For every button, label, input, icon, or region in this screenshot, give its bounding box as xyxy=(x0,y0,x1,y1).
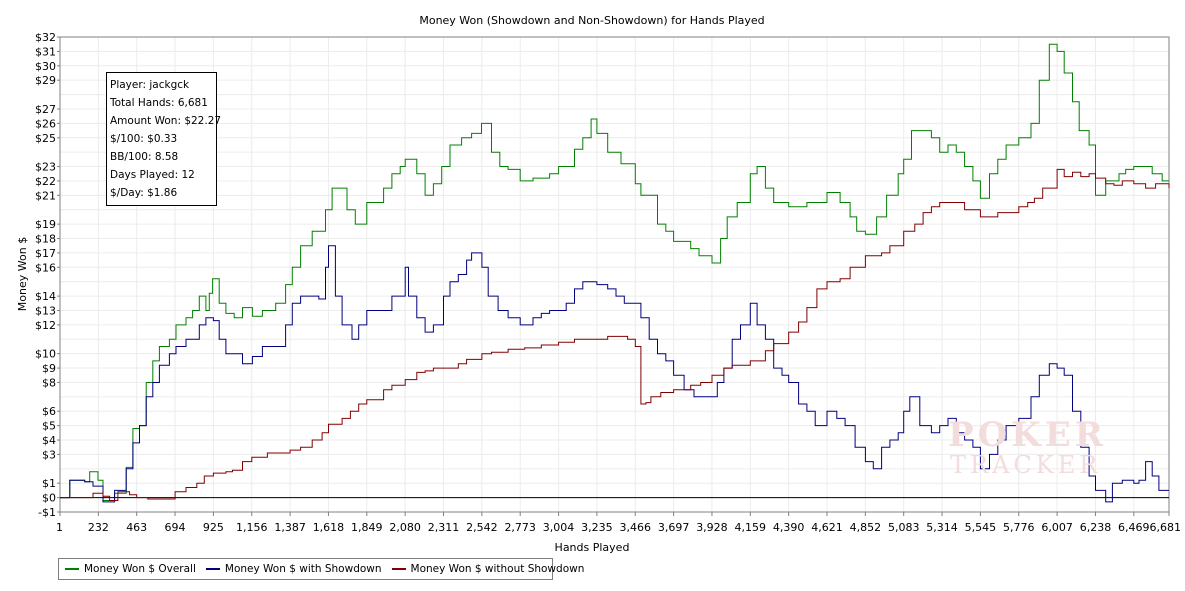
legend-item-non-showdown: Money Won $ without Showdown xyxy=(391,563,585,575)
x-tick-label: 3,697 xyxy=(658,521,690,534)
legend-swatch-showdown xyxy=(205,568,220,570)
x-axis-label: Hands Played xyxy=(555,541,630,554)
x-tick-label: 1,387 xyxy=(274,521,306,534)
x-tick-label: 3,235 xyxy=(581,521,613,534)
x-tick-label: 694 xyxy=(165,521,186,534)
legend-item-showdown: Money Won $ with Showdown xyxy=(205,563,382,575)
y-tick-label: $22 xyxy=(35,175,56,188)
chart-title: Money Won (Showdown and Non-Showdown) fo… xyxy=(419,14,764,27)
x-tick-label: 3,004 xyxy=(543,521,575,534)
legend-item-overall: Money Won $ Overall xyxy=(65,563,196,575)
x-tick-label: 4,390 xyxy=(773,521,805,534)
x-tick-label: 4,159 xyxy=(735,521,767,534)
y-tick-label: $8 xyxy=(42,376,56,389)
stats-info-box: Player: jackgck Total Hands: 6,681 Amoun… xyxy=(106,72,222,206)
poker-tracker-watermark: POKER TRACKER xyxy=(948,418,1148,478)
y-tick-label: $14 xyxy=(35,290,56,303)
y-tick-label: $0 xyxy=(42,492,56,505)
x-tick-label: 5,314 xyxy=(926,521,958,534)
y-tick-label: $32 xyxy=(35,31,56,44)
info-bb-per-100: BB/100: 8.58 xyxy=(110,151,179,163)
x-axis-ticks: 1 232 463 694 925 1,156 1,387 1,618 1,849 2,080 2,… xyxy=(56,512,1181,534)
x-tick-label: 2,773 xyxy=(504,521,536,534)
info-amount-won: Amount Won: $22.27 xyxy=(110,115,222,127)
watermark-line-2: TRACKER xyxy=(950,451,1102,479)
x-tick-label: 2,080 xyxy=(389,521,421,534)
x-tick-label: 6,007 xyxy=(1041,521,1073,534)
x-tick-label: 5,776 xyxy=(1003,521,1035,534)
y-axis-label: Money Won $ xyxy=(16,237,29,311)
y-tick-label: $3 xyxy=(42,448,56,461)
x-tick-label: 925 xyxy=(203,521,224,534)
y-tick-label: $1 xyxy=(42,477,56,490)
y-tick-label: $26 xyxy=(35,117,56,130)
x-tick-label: 1,618 xyxy=(313,521,345,534)
x-tick-label: 2,542 xyxy=(466,521,498,534)
x-tick-label: 3,466 xyxy=(620,521,652,534)
y-tick-label: $31 xyxy=(35,45,56,58)
y-tick-label: $27 xyxy=(35,103,56,116)
x-tick-label: 1,849 xyxy=(351,521,383,534)
info-player: Player: jackgck xyxy=(110,79,190,91)
chart-legend: Money Won $ Overall Money Won $ with Sho… xyxy=(58,558,584,580)
y-tick-label: $6 xyxy=(42,405,56,418)
x-tick-label: 463 xyxy=(126,521,147,534)
legend-label-showdown: Money Won $ with Showdown xyxy=(224,563,382,575)
y-tick-label: $5 xyxy=(42,420,56,433)
series-line-overall xyxy=(60,43,1169,501)
y-tick-label: $10 xyxy=(35,348,56,361)
info-total-hands: Total Hands: 6,681 xyxy=(110,97,208,109)
info-dollars-per-day: $/Day: $1.86 xyxy=(110,187,178,199)
legend-label-non-showdown: Money Won $ without Showdown xyxy=(410,563,585,575)
x-tick-label: 6,238 xyxy=(1080,521,1112,534)
y-tick-label: $13 xyxy=(35,304,56,317)
x-tick-label: 5,545 xyxy=(965,521,997,534)
series-line-with-showdown xyxy=(60,245,1169,503)
y-tick-label: $29 xyxy=(35,74,56,87)
y-tick-label: $12 xyxy=(35,319,56,332)
info-dollars-per-100: $/100: $0.33 xyxy=(110,133,178,145)
y-tick-label: -$1 xyxy=(38,506,56,519)
y-tick-label: $30 xyxy=(35,60,56,73)
x-tick-label: 5,083 xyxy=(888,521,920,534)
y-tick-label: $25 xyxy=(35,132,56,145)
y-tick-label: $23 xyxy=(35,161,56,174)
y-tick-label: $9 xyxy=(42,362,56,375)
x-tick-label: 4,852 xyxy=(850,521,882,534)
y-tick-label: $16 xyxy=(35,261,56,274)
x-tick-label: 6,469 xyxy=(1118,521,1150,534)
x-tick-label: 3,928 xyxy=(696,521,728,534)
legend-label-overall: Money Won $ Overall xyxy=(84,563,196,575)
x-tick-label: 4,621 xyxy=(811,521,843,534)
x-tick-label: 1,156 xyxy=(236,521,268,534)
legend-swatch-non-showdown xyxy=(391,568,406,570)
x-tick-label: 6,681 xyxy=(1150,521,1182,534)
y-tick-label: $4 xyxy=(42,434,56,447)
legend-swatch-overall xyxy=(65,568,79,570)
info-days-played: Days Played: 12 xyxy=(110,169,195,181)
plot-area-border xyxy=(59,36,1170,513)
x-tick-label: 232 xyxy=(88,521,109,534)
y-axis-ticks: -$1$0 $1 $3$4$5 $6 $8$9$10 $12 $13$14 $16$17$18… xyxy=(35,31,60,519)
series-line-without-showdown xyxy=(60,168,1170,501)
y-tick-label: $18 xyxy=(35,233,56,246)
x-tick-label: 2,311 xyxy=(428,521,460,534)
series-layer xyxy=(60,43,1170,503)
y-tick-label: $21 xyxy=(35,189,56,202)
y-tick-label: $17 xyxy=(35,247,56,260)
watermark-line-1: POKER xyxy=(948,415,1107,455)
x-tick-label: 1 xyxy=(56,521,63,534)
y-tick-label: $19 xyxy=(35,218,56,231)
